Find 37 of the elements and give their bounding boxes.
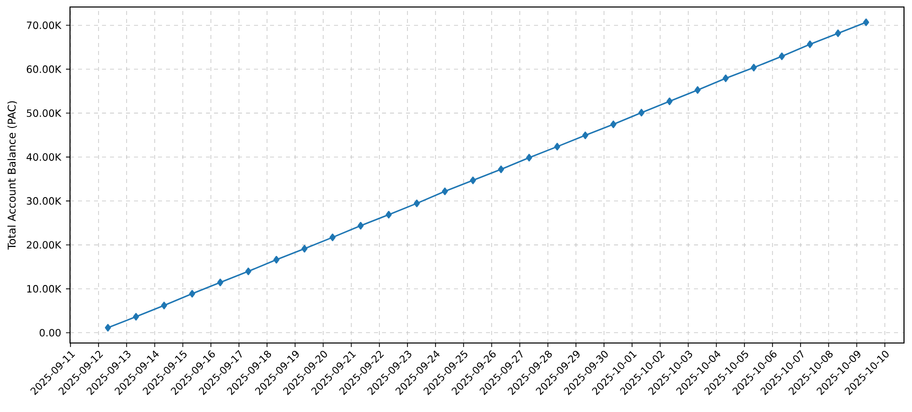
- point: [104, 324, 111, 332]
- point: [610, 120, 616, 128]
- point: [778, 52, 785, 60]
- point: [301, 244, 308, 253]
- point: [694, 86, 701, 94]
- point: [330, 234, 336, 242]
- point: [273, 256, 280, 264]
- y-tick-label: 50.00K: [26, 109, 62, 117]
- point: [526, 154, 532, 162]
- point: [722, 74, 729, 82]
- point: [386, 210, 392, 218]
- point: [217, 278, 224, 286]
- point: [666, 98, 673, 106]
- y-tick-label: 30.00K: [26, 197, 62, 205]
- point: [750, 64, 757, 72]
- point: [638, 108, 644, 116]
- y-tick-label: 20.00K: [26, 241, 62, 249]
- point: [863, 18, 870, 26]
- point: [132, 312, 140, 321]
- point: [442, 188, 448, 196]
- point: [189, 290, 196, 298]
- y-tick-label: 0.00: [40, 328, 61, 337]
- point: [582, 132, 588, 140]
- y-tick-label: 70.00K: [26, 21, 62, 30]
- point: [414, 200, 420, 208]
- point: [161, 302, 168, 310]
- point: [834, 29, 842, 38]
- y-tick-label: 40.00K: [26, 153, 62, 161]
- point: [554, 142, 560, 150]
- point: [470, 176, 476, 184]
- point: [498, 166, 504, 174]
- point: [806, 40, 813, 48]
- y-axis-title: Total Account Balance (PAC): [7, 101, 17, 250]
- y-tick-label: 10.00K: [27, 285, 62, 293]
- y-tick-label: 60.00K: [26, 65, 62, 73]
- point: [358, 222, 364, 230]
- point: [245, 268, 252, 276]
